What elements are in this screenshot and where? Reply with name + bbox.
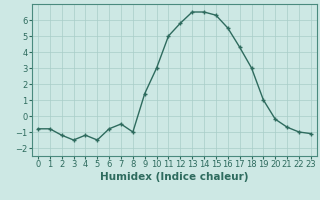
X-axis label: Humidex (Indice chaleur): Humidex (Indice chaleur) xyxy=(100,172,249,182)
